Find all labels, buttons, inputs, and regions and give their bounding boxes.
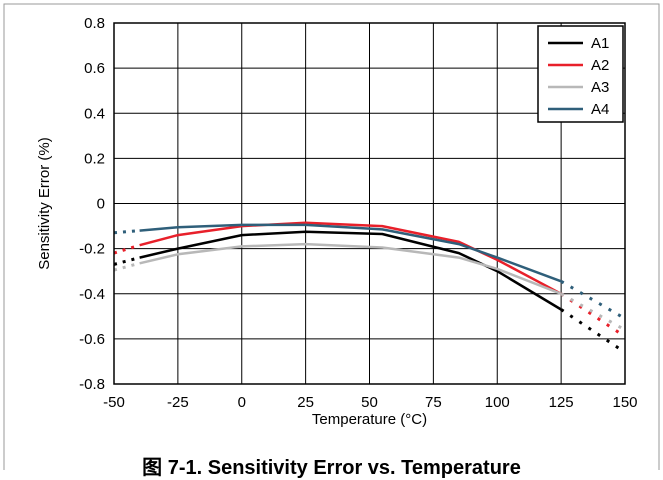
y-tick-label: 0.4 (84, 105, 105, 122)
y-axis-title: Sensitivity Error (%) (36, 137, 53, 270)
series-a3-dotted-low (113, 261, 140, 272)
y-tick-label: -0.8 (79, 376, 105, 393)
y-tick-label: -0.6 (79, 331, 105, 348)
y-tick-label: -0.4 (79, 286, 105, 303)
y-tick-label: 0 (97, 196, 105, 213)
series-a4-line (139, 223, 562, 283)
legend-label-a3: A3 (591, 79, 609, 96)
x-tick-label: 150 (612, 394, 637, 411)
x-tick-label: 50 (361, 394, 378, 411)
series-a3-dotted-high (560, 292, 626, 332)
legend-box (537, 25, 624, 123)
series-a4-dotted-high (560, 280, 626, 320)
plot-area-frame (113, 22, 626, 385)
figure-caption: 图 7-1. Sensitivity Error vs. Temperature (142, 457, 521, 479)
series-lines (113, 221, 626, 354)
x-tick-label: 25 (297, 394, 314, 411)
y-tick-label: 0.8 (84, 15, 105, 32)
y-tick-label: 0.2 (84, 150, 105, 167)
series-a3-line (139, 242, 562, 295)
x-tick-label: -50 (103, 394, 125, 411)
x-tick-label: 125 (549, 394, 574, 411)
x-tick-label: 75 (425, 394, 442, 411)
x-tick-label: 100 (485, 394, 510, 411)
x-tick-label: 0 (238, 394, 246, 411)
series-a2-dotted-low (113, 243, 141, 255)
series-a1-line (139, 230, 562, 311)
x-axis-title: Temperature (°C) (312, 411, 427, 428)
series-a2-line (139, 221, 562, 295)
y-tick-label: 0.6 (84, 60, 105, 77)
legend-label-a1: A1 (591, 35, 609, 52)
x-tick-label: -25 (167, 394, 189, 411)
figure-border (3, 3, 660, 470)
legend-label-a4: A4 (591, 101, 609, 118)
y-tick-label: -0.2 (79, 241, 105, 258)
series-a4-dotted-low (113, 229, 140, 235)
legend: A1 A2 A3 A4 (537, 25, 624, 123)
series-a1-dotted-low (113, 256, 140, 266)
legend-label-a2: A2 (591, 57, 609, 74)
tick-labels: -50 -25 0 25 50 75 100 125 150 -0.8 -0.6 -0.4 -0.2 0 0… (79, 15, 637, 411)
series-a1-dotted-high (560, 308, 626, 354)
